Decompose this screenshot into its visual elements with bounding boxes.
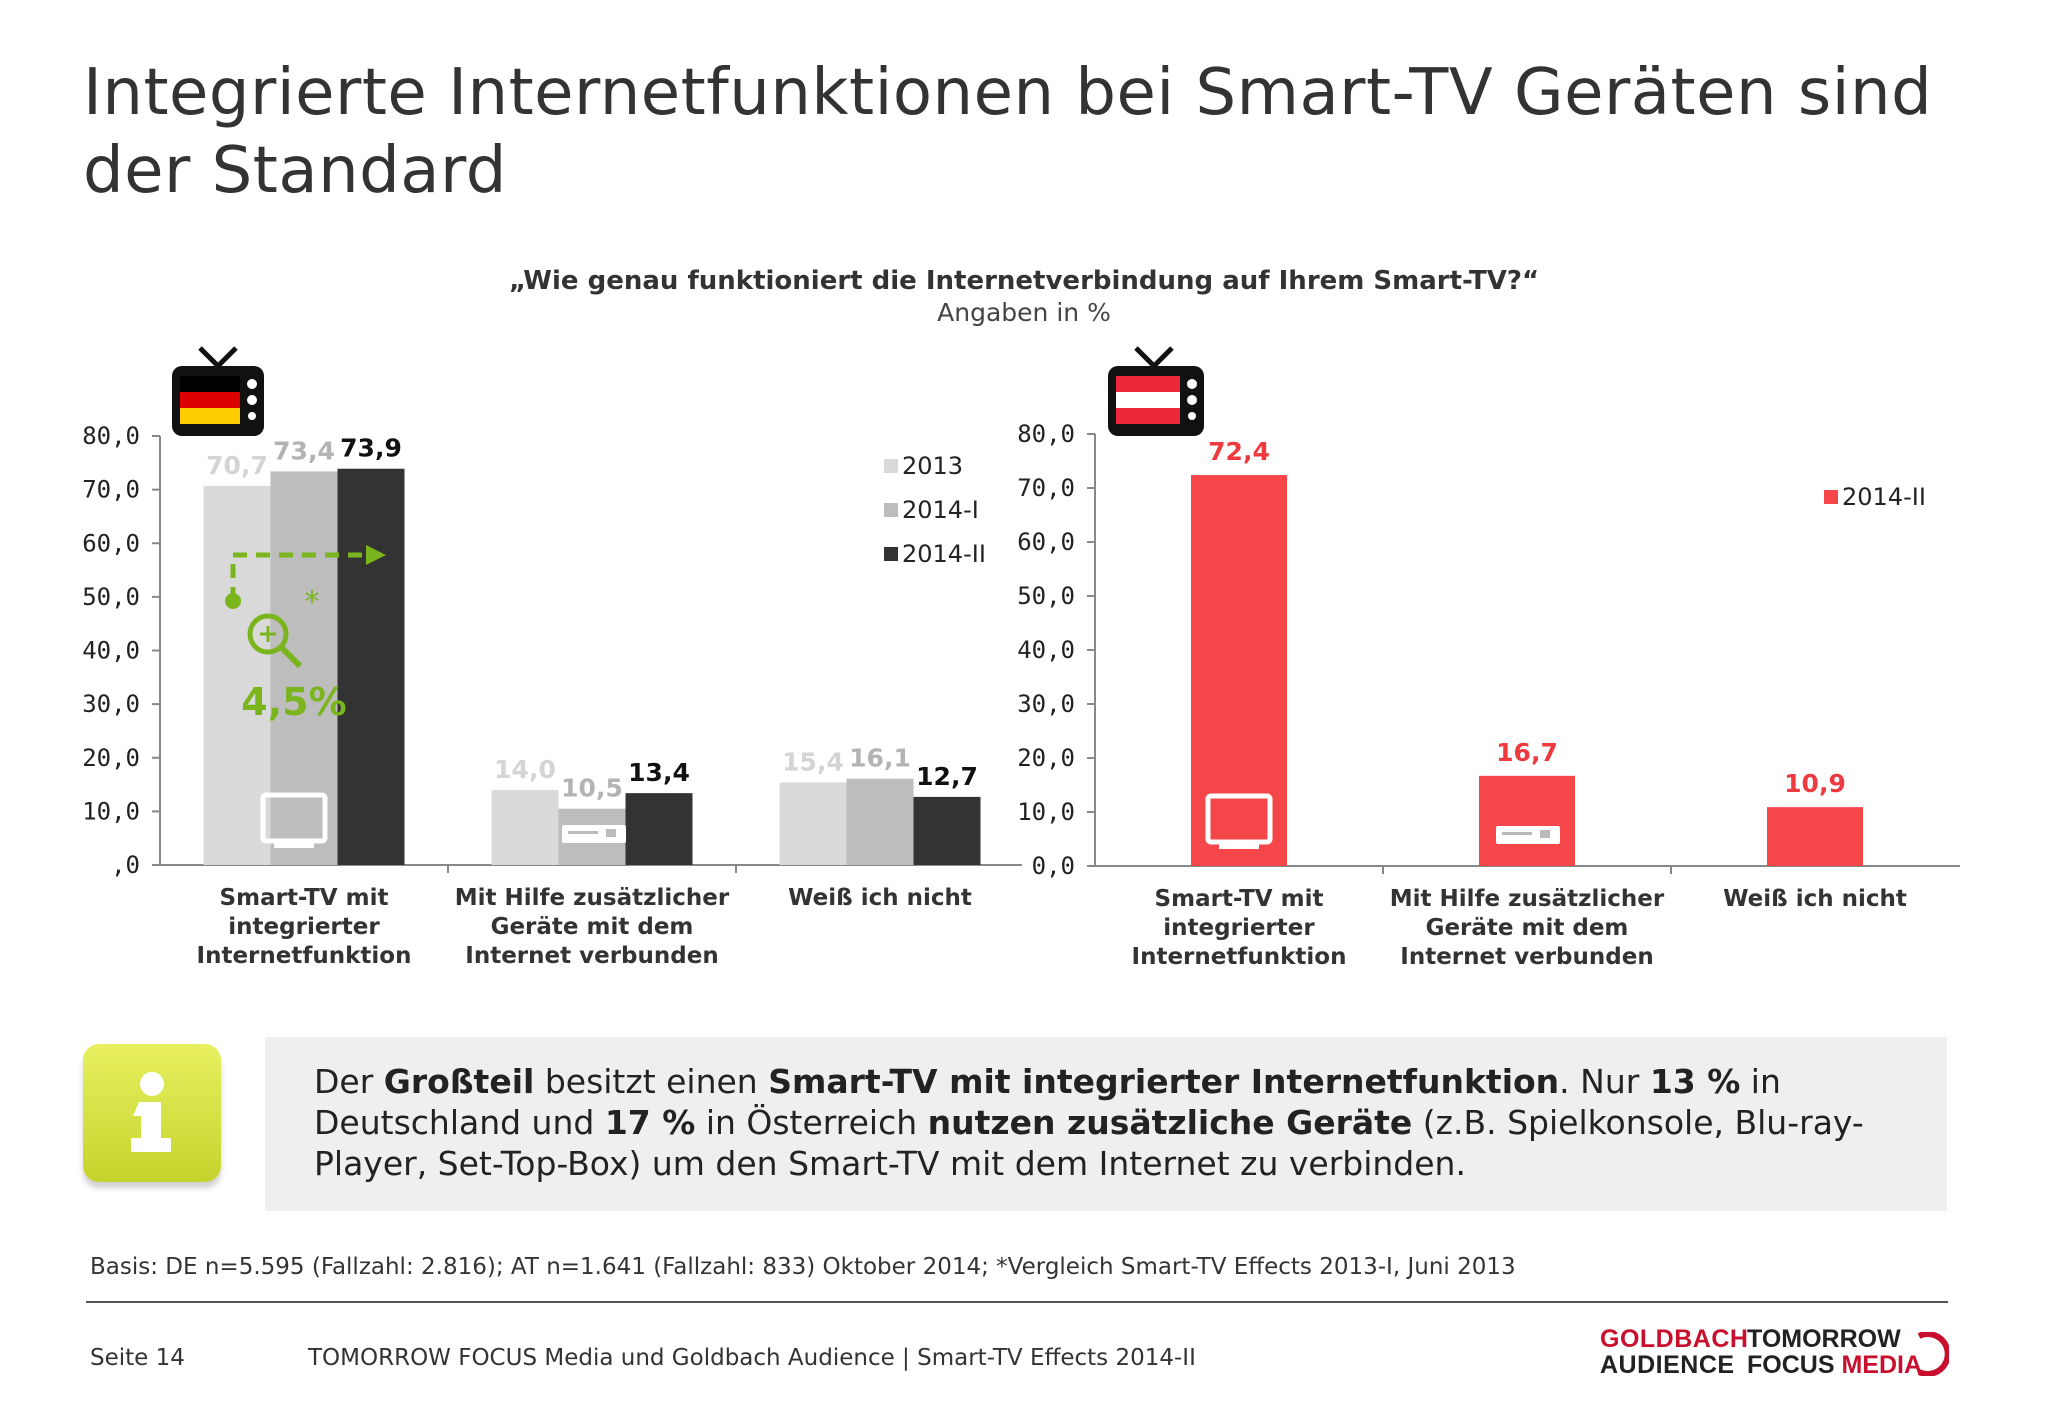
y-tick-label: 10,0 xyxy=(82,797,140,825)
x-category-label: Geräte mit dem xyxy=(491,914,694,940)
page-title: Integrierte Internetfunktionen bei Smart… xyxy=(83,56,1933,208)
data-label: 70,7 xyxy=(206,451,268,480)
bar xyxy=(203,485,271,865)
y-tick-label: 50,0 xyxy=(1017,582,1075,610)
info-icon xyxy=(83,1044,221,1182)
data-label: 73,4 xyxy=(273,436,335,465)
page-number: Seite 14 xyxy=(90,1345,185,1371)
x-category-label: integrierter xyxy=(1163,915,1315,941)
bar xyxy=(913,796,981,865)
austria-chart: 0,0 10,0 20,0 30,0 40,0 50,0 60,0 70,0 80,0 Smart… xyxy=(1017,420,1960,970)
data-label: 73,9 xyxy=(340,434,402,463)
y-tick-label: 10,0 xyxy=(1017,798,1075,826)
annotation-dot xyxy=(225,593,241,609)
set-top-box-icon xyxy=(562,825,626,843)
legend-label: 2014-II xyxy=(1842,483,1926,511)
y-tick-label: 0,0 xyxy=(1032,852,1075,880)
y-tick-label: 70,0 xyxy=(1017,474,1075,502)
annotation-value: 4,5% xyxy=(241,680,346,724)
basis-note: Basis: DE n=5.595 (Fallzahl: 2.816); AT … xyxy=(90,1254,1516,1280)
data-label: 72,4 xyxy=(1208,437,1270,466)
bar xyxy=(779,782,847,865)
arrow-right-icon xyxy=(366,545,386,565)
bar xyxy=(1191,475,1287,866)
data-label: 12,7 xyxy=(916,762,978,791)
y-tick-label: 80,0 xyxy=(82,422,140,450)
y-tick-label: 30,0 xyxy=(1017,690,1075,718)
bar xyxy=(491,789,559,865)
y-tick-label: 40,0 xyxy=(82,637,140,665)
magnifier-plus-icon xyxy=(247,613,303,669)
bar xyxy=(337,468,405,865)
y-tick-label: 20,0 xyxy=(82,744,140,772)
y-tick-label: 20,0 xyxy=(1017,744,1075,772)
set-top-box-icon xyxy=(1496,826,1560,844)
chart-unit-note: Angaben in % xyxy=(937,298,1111,327)
legend-label: 2014-I xyxy=(902,496,979,524)
x-category-label: Mit Hilfe zusätzlicher xyxy=(455,885,730,911)
bar xyxy=(1767,807,1863,866)
x-category-label: Mit Hilfe zusätzlicher xyxy=(1390,886,1665,912)
info-text: Der Großteil besitzt einen Smart-TV mit … xyxy=(314,1062,1864,1183)
chart-question: „Wie genau funktioniert die Internetverb… xyxy=(508,266,1540,296)
bar xyxy=(625,793,693,865)
smart-tv-icon xyxy=(260,792,328,848)
smart-tv-icon xyxy=(1205,793,1273,849)
legend-swatch xyxy=(884,459,898,473)
germany-tv-icon xyxy=(172,346,264,436)
growth-annotation: * 4,5% xyxy=(225,545,386,724)
x-category-label: Smart-TV mit xyxy=(1155,886,1324,912)
y-tick-label: 30,0 xyxy=(82,690,140,718)
legend-label: 2013 xyxy=(902,452,963,480)
data-label: 14,0 xyxy=(494,755,556,784)
x-category-label: Internet verbunden xyxy=(1400,944,1653,970)
y-tick-label: 40,0 xyxy=(1017,636,1075,664)
y-tick-label: 70,0 xyxy=(82,476,140,504)
data-label: 10,9 xyxy=(1784,769,1846,798)
austria-tv-icon xyxy=(1108,346,1204,436)
tomorrow-focus-media-logo: TOMORROW FOCUS MEDIA xyxy=(1747,1326,1949,1378)
data-label: 13,4 xyxy=(628,758,690,787)
legend-swatch xyxy=(884,503,898,517)
x-category-label: Internetfunktion xyxy=(197,943,412,969)
data-label: 15,4 xyxy=(782,747,844,776)
x-category-label: integrierter xyxy=(228,914,380,940)
annotation-asterisk: * xyxy=(305,585,320,620)
data-label: 10,5 xyxy=(561,774,623,803)
bar xyxy=(1479,775,1575,866)
legend-swatch xyxy=(884,547,898,561)
x-category-label: Weiß ich nicht xyxy=(788,885,972,911)
data-label: 16,1 xyxy=(849,744,911,773)
x-category-label: Smart-TV mit xyxy=(220,885,389,911)
goldbach-audience-logo: GOLDBACH AUDIENCE xyxy=(1600,1325,1749,1379)
x-category-label: Weiß ich nicht xyxy=(1723,886,1907,912)
footer-divider xyxy=(86,1301,1948,1303)
bar xyxy=(846,778,914,865)
germany-chart: ,0 10,0 20,0 30,0 40,0 50,0 60,0 70,0 80,0 Smart-… xyxy=(82,422,1022,969)
x-category-label: Internetfunktion xyxy=(1132,944,1347,970)
y-tick-label: 80,0 xyxy=(1017,420,1075,448)
y-tick-label: ,0 xyxy=(111,851,140,879)
x-category-label: Internet verbunden xyxy=(465,943,718,969)
data-label: 16,7 xyxy=(1496,738,1558,767)
footer-source: TOMORROW FOCUS Media und Goldbach Audien… xyxy=(308,1345,1196,1371)
y-tick-label: 60,0 xyxy=(82,529,140,557)
x-category-label: Geräte mit dem xyxy=(1426,915,1629,941)
legend-swatch xyxy=(1824,490,1838,504)
y-tick-label: 60,0 xyxy=(1017,528,1075,556)
legend-label: 2014-II xyxy=(902,540,986,568)
info-box xyxy=(265,1037,1947,1211)
y-tick-label: 50,0 xyxy=(82,583,140,611)
